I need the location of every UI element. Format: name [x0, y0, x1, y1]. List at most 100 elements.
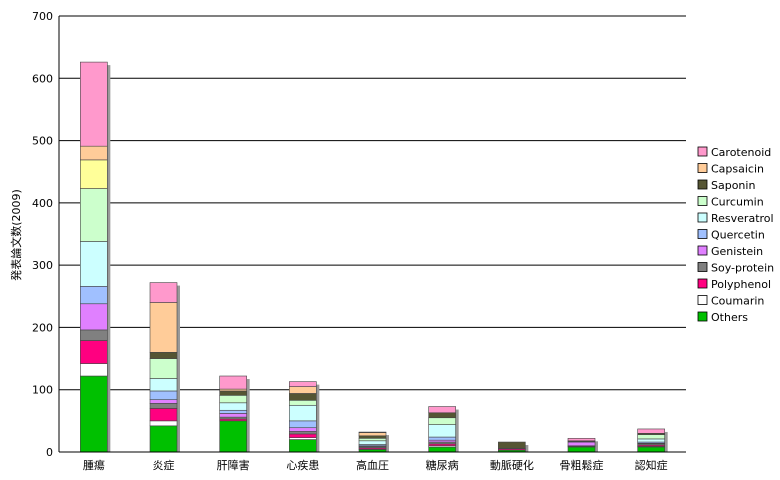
x-tick-label: 糖尿病 [426, 458, 459, 472]
bar-segment [289, 439, 317, 453]
bar-segment [219, 409, 247, 414]
bar-segment [80, 145, 108, 161]
bar-segment [289, 400, 317, 406]
x-tick-label: 高血圧 [356, 458, 389, 472]
legend-swatch [697, 245, 708, 256]
y-tick-label: 500 [32, 135, 53, 148]
x-tick-label: 骨粗鬆症 [560, 458, 604, 472]
legend-swatch [697, 212, 708, 223]
legend-swatch [697, 196, 708, 206]
bar-segment [149, 378, 178, 392]
legend-label: Saponin [711, 179, 755, 192]
bar-segment [149, 302, 178, 353]
bar-segment [80, 363, 108, 377]
y-tick-label: 400 [32, 197, 53, 210]
y-axis-label: 発表論文数(2009) [9, 189, 23, 281]
bar-segment [149, 420, 178, 427]
bar-segment [428, 446, 456, 453]
bar-segment [637, 438, 665, 443]
legend-label: Polyphenol [711, 278, 771, 291]
bar-segment [358, 435, 387, 439]
legend-label: Capsaicin [711, 163, 764, 176]
bar-segment [149, 352, 178, 359]
bar-segment [289, 420, 317, 429]
legend-label: Resveratrol [711, 212, 774, 225]
legend-swatch [697, 179, 708, 190]
bar-segment [80, 61, 108, 147]
bar-segment [149, 425, 178, 453]
legend-label: Soy-protein [711, 262, 774, 275]
legend-swatch [697, 295, 708, 305]
legend-label: Carotenoid [711, 146, 771, 159]
x-tick-label: 動脈硬化 [490, 458, 534, 472]
y-tick-label: 0 [46, 446, 53, 459]
x-tick-label: 認知症 [635, 458, 668, 472]
y-tick-label: 100 [32, 384, 53, 397]
bar-segment [80, 375, 108, 453]
bar-segment [428, 406, 456, 414]
bar-segment [80, 188, 108, 242]
bar-segment [80, 286, 108, 305]
bar-segment [219, 402, 247, 411]
bar-segment [149, 358, 178, 379]
bar-segment [80, 303, 108, 331]
bar-segment [567, 441, 596, 447]
bar-segment [637, 434, 665, 440]
bar-segment [358, 437, 387, 442]
bar-segment [428, 412, 456, 419]
legend-swatch [697, 146, 708, 157]
bar-segment [80, 241, 108, 287]
bar-segment [289, 393, 317, 401]
legend-label: Coumarin [711, 295, 764, 308]
legend-label: Quercetin [711, 229, 765, 242]
bar-segment [289, 431, 317, 435]
legend-swatch [697, 229, 708, 239]
bar-segment [567, 446, 596, 453]
bar-segment [149, 390, 178, 400]
bar-segment [219, 395, 247, 404]
bar-segment [637, 428, 665, 434]
legend-swatch [697, 311, 708, 322]
bar-segment [428, 424, 456, 438]
bar-segment [219, 375, 247, 390]
x-tick-label: 腫瘍 [83, 458, 105, 472]
bar-segment [149, 282, 178, 303]
legend-label: Curcumin [711, 196, 764, 209]
legend: Carotenoid Capsaicin Saponin Curcumin Resver… [697, 146, 774, 324]
axes: 0 100 200 300 400 500 600 700 腫瘍 炎症 肝障害 心疾患 高血圧 糖尿病 動脈… [32, 10, 686, 472]
bars-group [80, 61, 668, 453]
bar-segment [358, 440, 387, 445]
legend-swatch [697, 163, 708, 173]
x-tick-label: 炎症 [153, 458, 175, 472]
x-tick-label: 肝障害 [217, 458, 250, 472]
bar-segment [219, 420, 247, 453]
bar-segment [289, 427, 317, 432]
bar-segment [498, 441, 526, 449]
bar-segment [358, 432, 387, 437]
bar-segment [358, 431, 387, 433]
bar-segment [428, 436, 456, 441]
legend-swatch [697, 278, 708, 289]
y-tick-label: 200 [32, 321, 53, 334]
x-tick-label: 心疾患 [286, 458, 319, 472]
bar-segment [289, 386, 317, 394]
bar-segment [80, 159, 108, 189]
bar-segment [80, 340, 108, 364]
y-tick-label: 600 [32, 72, 53, 85]
bar-segment [149, 399, 178, 404]
legend-label: Others [711, 311, 748, 324]
legend-swatch [697, 262, 708, 272]
bar-segment [219, 413, 247, 418]
bar-segment [80, 329, 108, 341]
bar-segment [637, 446, 665, 453]
bar-segment [428, 417, 456, 425]
bar-segment [219, 390, 247, 396]
bar-segment [149, 403, 178, 409]
y-tick-label: 300 [32, 259, 53, 272]
bar-segment [567, 437, 596, 442]
legend-label: Genistein [711, 245, 763, 258]
bar-segment [289, 433, 317, 438]
bar-segment [149, 408, 178, 422]
bar-segment [289, 404, 317, 422]
